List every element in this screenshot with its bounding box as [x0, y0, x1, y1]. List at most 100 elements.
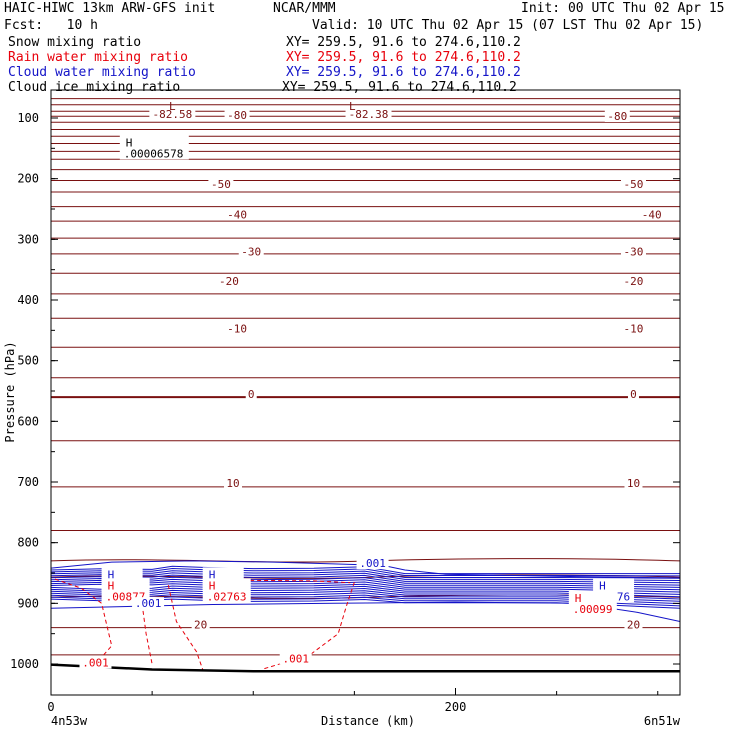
- isotherm-label: -50: [211, 178, 231, 191]
- isotherm-label-bg: [245, 387, 257, 400]
- rain-label: .001: [282, 652, 309, 665]
- isotherm-label-bg: [216, 275, 242, 288]
- extremum-label-bg: [202, 578, 251, 603]
- y-tick-label: 900: [17, 596, 39, 610]
- extremum-value: .00006578: [124, 147, 184, 160]
- header-title-left: HAIC-HIWC 13km ARW-GFS init: [4, 1, 216, 16]
- rain-label-bg: [79, 656, 112, 669]
- isotherm-label: 20: [627, 618, 640, 631]
- rain-contour: [243, 579, 351, 584]
- high-marker: H: [209, 568, 216, 581]
- isotherm-label: -80: [607, 110, 627, 123]
- terrain-surface: [50, 663, 680, 673]
- x-tick-label: 200: [445, 700, 467, 714]
- isotherm-label: -10: [624, 322, 644, 335]
- isotherm-label: 0: [248, 388, 255, 401]
- rain-label: .001: [82, 657, 109, 670]
- isotherm-label-bg: [627, 387, 639, 400]
- header-center-name: NCAR/MMM: [273, 1, 336, 16]
- legend-cloudice-xy: XY= 259.5, 91.6 to 274.6,110.2: [282, 80, 517, 95]
- rain-label-bg: [279, 652, 312, 665]
- isotherm-label-bg: [224, 477, 243, 490]
- high-marker: H: [108, 579, 115, 592]
- isotherm-label: 10: [627, 477, 640, 490]
- extremum-label-bg: [119, 135, 189, 160]
- contour-labels: -82.58 -82.38 -80 -80 -50 -50 -40 -40 -30 -30 -20 -…: [79, 100, 665, 670]
- isotherm-label: 10: [226, 477, 239, 490]
- isotherm-label: -40: [227, 208, 247, 221]
- low-marker: L: [169, 100, 176, 113]
- extremum-value: .00099: [573, 603, 613, 616]
- isotherm-label-bg: [620, 275, 646, 288]
- y-tick-label: 200: [17, 172, 39, 186]
- isotherm-label-bg: [604, 110, 630, 122]
- isotherm-label-bg: [624, 477, 643, 490]
- x-endpoint-left: 4n53w: [51, 714, 88, 728]
- cloud-water-contour: [50, 570, 681, 579]
- high-marker: H: [108, 568, 115, 581]
- y-tick-label: 600: [17, 414, 39, 428]
- cloud-water-contour: [50, 567, 681, 577]
- isotherm-label: -20: [624, 275, 644, 288]
- cloud-label-bg: [132, 597, 165, 610]
- y-tick-label: 100: [17, 111, 39, 125]
- isotherm-label-bg: [345, 108, 392, 121]
- y-tick-label: 1000: [10, 657, 39, 671]
- isotherm-label: -50: [624, 178, 644, 191]
- isotherm-label: 20: [194, 618, 207, 631]
- isotherm-label: -10: [227, 322, 247, 335]
- isotherm-label: -40: [642, 208, 662, 221]
- isotherm-label-bg: [238, 245, 264, 258]
- isotherm-label-bg: [191, 618, 210, 631]
- legend-cloudwater-name: Cloud water mixing ratio: [8, 65, 196, 80]
- cloud-water-contour: [50, 565, 680, 575]
- high-marker: H: [599, 579, 606, 592]
- cloud-water-label: .001: [135, 597, 162, 610]
- high-marker: H: [209, 579, 216, 592]
- isotherm-label-bg: [224, 208, 250, 221]
- plot-frame: [50, 89, 681, 696]
- x-axis-label: Distance (km): [321, 714, 415, 728]
- y-tick-label: 800: [17, 536, 39, 550]
- terrain-line: [50, 663, 680, 673]
- isotherm-label: -20: [219, 275, 239, 288]
- isotherm-label-bg: [620, 245, 646, 258]
- isotherm-label-bg: [624, 618, 643, 631]
- header-fcst: Fcst: 10 h: [4, 18, 98, 33]
- isotherm-label: -82.58: [152, 108, 192, 121]
- isotherm-label: -80: [227, 109, 247, 122]
- isotherm-label-bg: [224, 108, 250, 121]
- cloud-water-contour: [50, 572, 681, 581]
- isotherm-label: -30: [241, 245, 261, 258]
- isotherm-label-bg: [149, 108, 196, 121]
- isotherm-label: -30: [624, 245, 644, 258]
- high-marker: H: [575, 592, 582, 605]
- rain-contour: [54, 578, 113, 667]
- isotherm-label-bg: [639, 208, 665, 221]
- legend-snow-xy: XY= 259.5, 91.6 to 274.6,110.2: [286, 35, 521, 50]
- isotherm-label: 0: [630, 388, 637, 401]
- isotherm-label-bg: [208, 177, 234, 190]
- isotherm-label-bg: [224, 322, 250, 335]
- header-valid: Valid: 10 UTC Thu 02 Apr 15 (07 LST Thu …: [312, 18, 704, 33]
- legend-rain-xy: XY= 259.5, 91.6 to 274.6,110.2: [286, 50, 521, 65]
- extremum-label-bg: [568, 591, 617, 616]
- low-marker: L: [349, 100, 356, 113]
- x-tick-label: 0: [47, 700, 54, 714]
- y-tick-label: 300: [17, 232, 39, 246]
- x-endpoint-right: 6n51w: [644, 714, 681, 728]
- y-tick-label: 400: [17, 293, 39, 307]
- header-init: Init: 00 UTC Thu 02 Apr 15: [521, 1, 725, 16]
- cloud-water-contour: [50, 574, 681, 584]
- legend-cloudice-name: Cloud ice mixing ratio: [8, 80, 181, 95]
- cloud-water-label: .001: [359, 557, 386, 570]
- y-axis-label: Pressure (hPa): [3, 341, 17, 442]
- legend-snow-name: Snow mixing ratio: [8, 35, 142, 50]
- y-tick-label: 700: [17, 475, 39, 489]
- legend-rain-name: Rain water mixing ratio: [8, 50, 189, 65]
- cloud-label-bg: [356, 557, 389, 570]
- legend-cloudwater-xy: XY= 259.5, 91.6 to 274.6,110.2: [286, 65, 521, 80]
- y-tick-label: 500: [17, 354, 39, 368]
